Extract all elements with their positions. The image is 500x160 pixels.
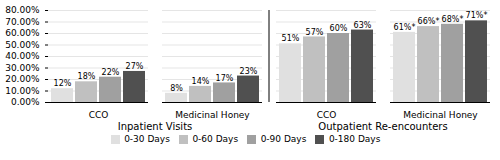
- svg-text:71%*: 71%*: [466, 11, 488, 20]
- svg-text:80.00%: 80.00%: [5, 5, 40, 15]
- svg-text:23%: 23%: [240, 67, 258, 76]
- html-text:0-60 Days: 0-60 Days: [192, 134, 239, 144]
- svg-text:40.00%: 40.00%: [5, 51, 40, 61]
- svg-text:60%: 60%: [330, 24, 348, 33]
- html-text:0-90 Days: 0-90 Days: [260, 134, 307, 144]
- svg-text:14%: 14%: [192, 77, 210, 86]
- svg-text:30.00%: 30.00%: [5, 63, 40, 73]
- svg-text:Inpatient Visits: Inpatient Visits: [118, 121, 193, 132]
- svg-text:17%: 17%: [216, 74, 234, 83]
- svg-text:12%: 12%: [54, 79, 72, 88]
- svg-text:27%: 27%: [126, 62, 144, 71]
- svg-text:0.00%: 0.00%: [11, 97, 40, 107]
- svg-text:10.00%: 10.00%: [5, 86, 40, 96]
- svg-text:50.00%: 50.00%: [5, 40, 40, 50]
- svg-text:8%: 8%: [170, 84, 183, 93]
- svg-text:CCO: CCO: [317, 110, 337, 120]
- svg-text:18%: 18%: [78, 72, 96, 81]
- svg-text:57%: 57%: [306, 28, 324, 37]
- html-text:0-30 Days: 0-30 Days: [124, 134, 170, 144]
- svg-text:20.00%: 20.00%: [5, 74, 40, 84]
- svg-text:CCO: CCO: [89, 110, 109, 120]
- svg-text:68%*: 68%*: [442, 15, 464, 24]
- svg-text:60.00%: 60.00%: [5, 28, 40, 38]
- svg-text:Medicinal Honey: Medicinal Honey: [175, 110, 250, 120]
- svg-text:61%*: 61%*: [394, 23, 416, 32]
- svg-text:Outpatient Re-encounters: Outpatient Re-encounters: [318, 121, 447, 132]
- svg-text:51%: 51%: [282, 34, 300, 43]
- svg-text:22%: 22%: [102, 68, 120, 77]
- svg-text:Medicinal Honey: Medicinal Honey: [403, 110, 478, 120]
- html-text:0-180 Days: 0-180 Days: [328, 134, 381, 144]
- svg-text:70.00%: 70.00%: [5, 17, 40, 27]
- svg-text:66%*: 66%*: [418, 17, 440, 26]
- svg-text:63%: 63%: [354, 21, 372, 30]
